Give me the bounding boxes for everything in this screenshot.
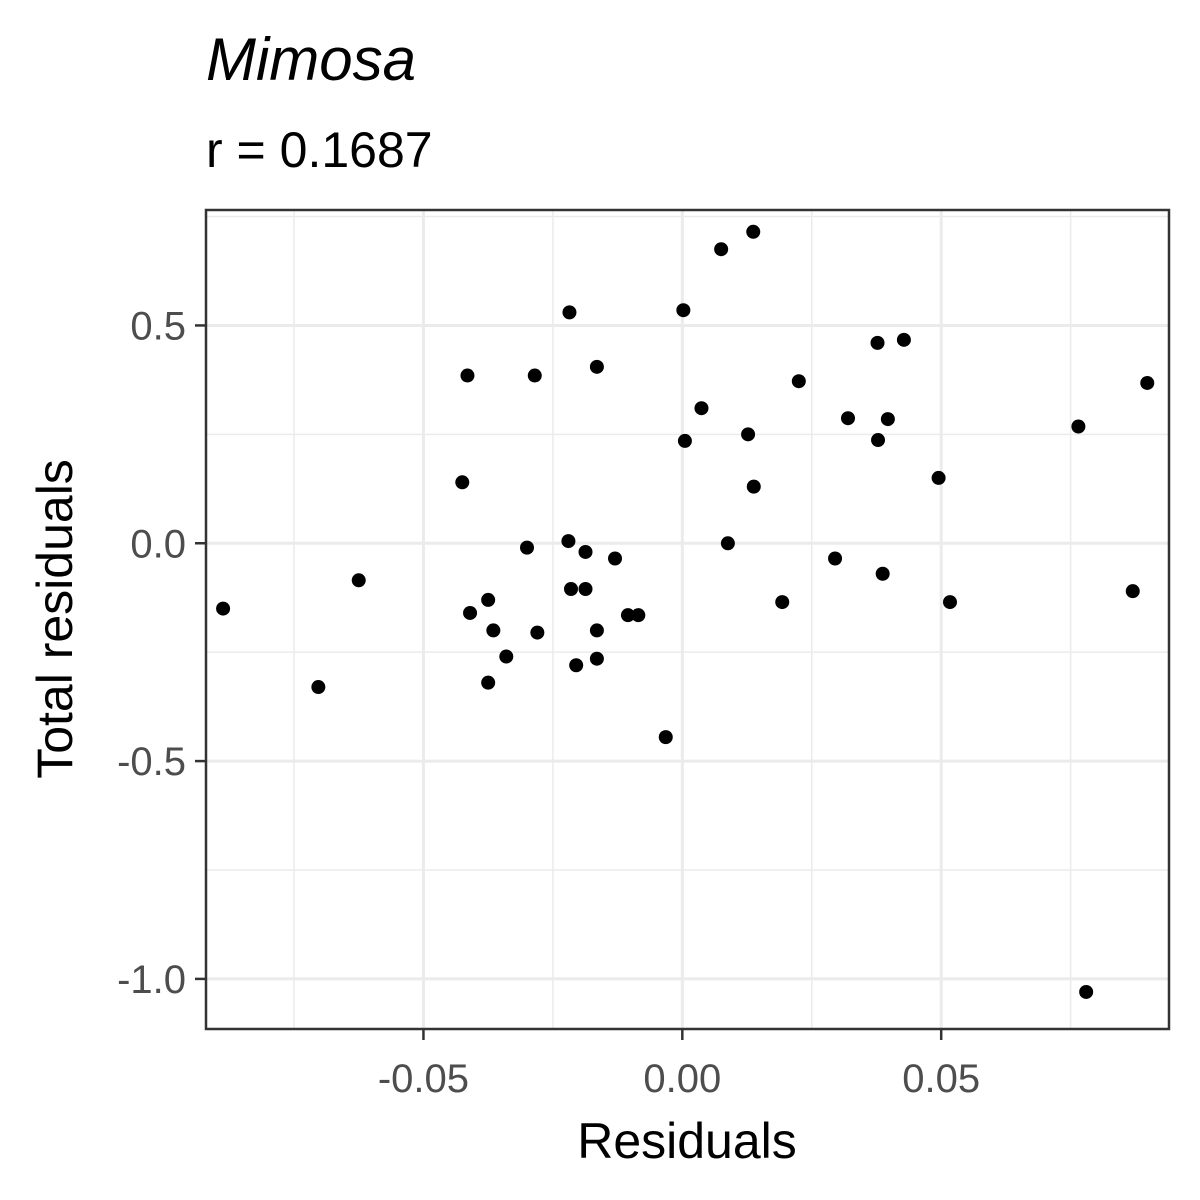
data-point (880, 412, 895, 427)
grid (206, 210, 1169, 1029)
data-point (1140, 375, 1155, 390)
y-tick-labels: 0.5 0.0 -0.5 -1.0 (117, 304, 186, 1001)
data-point (896, 332, 911, 347)
x-tick-labels: -0.05 0.00 0.05 (378, 1057, 980, 1101)
data-point (481, 592, 496, 607)
data-point (351, 573, 366, 588)
x-tick-label: 0.05 (902, 1057, 980, 1101)
data-point (520, 540, 534, 555)
chart-subtitle: r = 0.1687 (206, 122, 433, 178)
data-point (1071, 419, 1086, 434)
data-point (775, 595, 790, 610)
y-tick-label: -0.5 (117, 740, 186, 784)
axis-ticks (195, 324, 943, 1040)
data-point (1079, 984, 1094, 999)
data-point (828, 551, 843, 566)
data-point (578, 544, 593, 559)
data-point (589, 623, 604, 638)
plot-panel-border (204, 208, 1171, 1031)
data-point (942, 595, 957, 610)
data-point (216, 601, 231, 616)
data-point (631, 608, 646, 623)
data-point (569, 658, 584, 673)
data-point (1125, 584, 1140, 599)
data-point (871, 433, 886, 448)
data-point (746, 224, 761, 239)
data-point (578, 582, 593, 597)
data-point (746, 479, 761, 494)
x-tick-label: 0.00 (643, 1057, 721, 1101)
x-axis-title: Residuals (577, 1113, 797, 1169)
data-point (589, 651, 604, 666)
data-point (562, 305, 577, 320)
data-point (714, 242, 729, 257)
data-point (455, 475, 470, 490)
data-point (741, 427, 756, 442)
y-tick-label: -1.0 (117, 958, 186, 1002)
chart-title: Mimosa (206, 26, 416, 93)
y-axis-title: Total residuals (27, 459, 83, 779)
data-point (658, 730, 673, 745)
y-tick-label: 0.5 (130, 304, 186, 348)
data-point (694, 401, 709, 416)
data-point (677, 433, 692, 448)
data-points (216, 224, 1155, 999)
data-point (463, 605, 478, 620)
data-point (875, 566, 890, 581)
data-point (620, 608, 635, 623)
data-point (527, 368, 542, 383)
data-point (841, 411, 855, 426)
data-point (460, 368, 475, 383)
data-point (481, 675, 496, 690)
data-point (311, 680, 326, 695)
data-point (530, 625, 545, 640)
data-point (608, 551, 623, 566)
data-point (561, 534, 576, 549)
y-tick-label: 0.0 (130, 522, 186, 566)
data-point (720, 536, 735, 551)
data-point (870, 335, 885, 350)
data-point (486, 623, 501, 638)
x-tick-label: -0.05 (378, 1057, 469, 1101)
data-point (589, 359, 604, 374)
data-point (499, 649, 514, 664)
data-point (676, 303, 691, 318)
data-point (931, 470, 946, 485)
data-point (791, 374, 806, 389)
data-point (564, 582, 579, 597)
